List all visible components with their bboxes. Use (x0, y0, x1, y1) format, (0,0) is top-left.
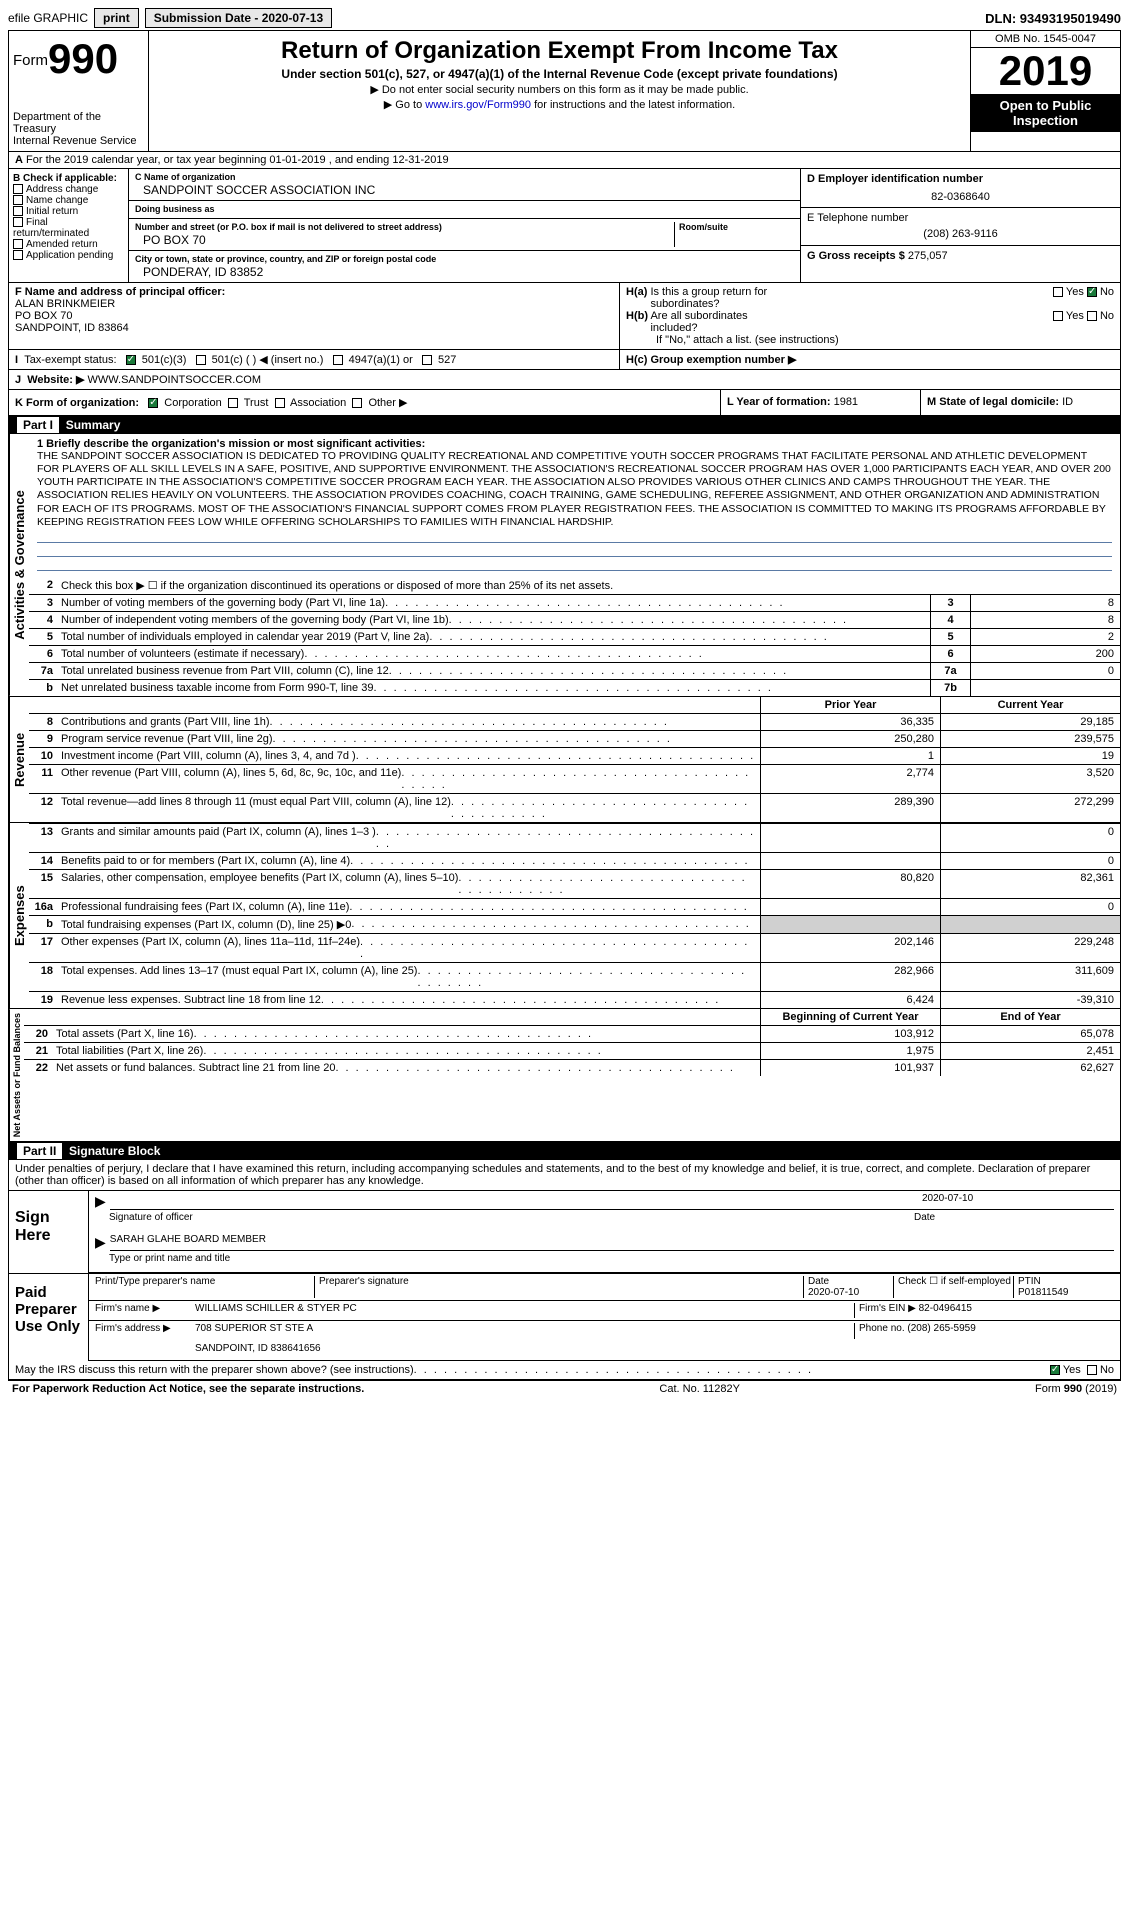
table-row: 14Benefits paid to or for members (Part … (29, 852, 1120, 869)
col-right: D Employer identification number82-03686… (800, 169, 1120, 282)
table-row: bTotal fundraising expenses (Part IX, co… (29, 915, 1120, 933)
table-row: 13Grants and similar amounts paid (Part … (29, 823, 1120, 852)
row-l: L Year of formation: 1981 (720, 390, 920, 415)
checkbox-option[interactable]: Amended return (13, 239, 124, 250)
table-row: 12Total revenue—add lines 8 through 11 (… (29, 793, 1120, 822)
mission-text: THE SANDPOINT SOCCER ASSOCIATION IS DEDI… (37, 450, 1112, 529)
expenses-section: Expenses 13Grants and similar amounts pa… (9, 823, 1120, 1009)
row-i: I Tax-exempt status: 501(c)(3) 501(c) ( … (9, 350, 620, 369)
table-row: 21Total liabilities (Part X, line 26)1,9… (24, 1042, 1120, 1059)
table-row: 19Revenue less expenses. Subtract line 1… (29, 991, 1120, 1008)
row-hc: H(c) Group exemption number ▶ (620, 350, 1120, 369)
submission-date-button[interactable]: Submission Date - 2020-07-13 (145, 8, 332, 28)
officer-block: F Name and address of principal officer:… (9, 283, 620, 349)
vlabel-net-assets: Net Assets or Fund Balances (9, 1009, 24, 1141)
revenue-section: Revenue Prior YearCurrent Year 8Contribu… (9, 697, 1120, 823)
table-row: 15Salaries, other compensation, employee… (29, 869, 1120, 898)
row-a: A For the 2019 calendar year, or tax yea… (9, 152, 1120, 169)
row-k-l-m: K Form of organization: Corporation Trus… (9, 390, 1120, 416)
irs-link[interactable]: www.irs.gov/Form990 (425, 99, 531, 111)
table-row: 17Other expenses (Part IX, column (A), l… (29, 933, 1120, 962)
vlabel-governance: Activities & Governance (9, 434, 29, 696)
table-row: 20Total assets (Part X, line 16)103,9126… (24, 1025, 1120, 1042)
ein: 82-0368640 (807, 191, 1114, 203)
row-j: J Website: ▶ WWW.SANDPOINTSOCCER.COM (9, 370, 1120, 390)
form-title: Return of Organization Exempt From Incom… (157, 37, 962, 65)
net-assets-section: Net Assets or Fund Balances Beginning of… (9, 1009, 1120, 1142)
table-row: 5Total number of individuals employed in… (29, 628, 1120, 645)
row-f-h: F Name and address of principal officer:… (9, 283, 1120, 350)
identity-block: B Check if applicable: Address changeNam… (9, 169, 1120, 283)
mission-block: 1 Briefly describe the organization's mi… (29, 434, 1120, 577)
table-row: 18Total expenses. Add lines 13–17 (must … (29, 962, 1120, 991)
table-row: 6Total number of volunteers (estimate if… (29, 645, 1120, 662)
website: WWW.SANDPOINTSOCCER.COM (87, 374, 261, 386)
sign-here-block: Sign Here ▶2020-07-10 Signature of offic… (9, 1190, 1120, 1273)
dln-label: DLN: 93493195019490 (985, 11, 1121, 26)
header-left: Form990 Department of the Treasury Inter… (9, 31, 149, 151)
checkbox-option[interactable]: Final return/terminated (13, 217, 124, 239)
checkbox-option[interactable]: Application pending (13, 250, 124, 261)
checkbox-option[interactable]: Address change (13, 184, 124, 195)
row-m: M State of legal domicile: ID (920, 390, 1120, 415)
activities-governance-section: Activities & Governance 1 Briefly descri… (9, 434, 1120, 697)
table-row: 11Other revenue (Part VIII, column (A), … (29, 764, 1120, 793)
vlabel-revenue: Revenue (9, 697, 29, 822)
header-mid: Return of Organization Exempt From Incom… (149, 31, 970, 151)
form-990: Form990 Department of the Treasury Inter… (8, 30, 1121, 1380)
sign-here-label: Sign Here (9, 1191, 89, 1273)
table-row: bNet unrelated business taxable income f… (29, 679, 1120, 696)
telephone: (208) 263-9116 (807, 228, 1114, 240)
table-row: 10Investment income (Part VIII, column (… (29, 747, 1120, 764)
col-b: B Check if applicable: Address changeNam… (9, 169, 129, 282)
table-row: 8Contributions and grants (Part VIII, li… (29, 713, 1120, 730)
discuss-row: May the IRS discuss this return with the… (9, 1361, 1120, 1379)
table-row: 9Program service revenue (Part VIII, lin… (29, 730, 1120, 747)
table-row: 16aProfessional fundraising fees (Part I… (29, 898, 1120, 915)
paid-preparer-label: Paid Preparer Use Only (9, 1274, 89, 1361)
org-name: SANDPOINT SOCCER ASSOCIATION INC (135, 183, 794, 197)
form-header: Form990 Department of the Treasury Inter… (9, 31, 1120, 152)
footer: For Paperwork Reduction Act Notice, see … (8, 1380, 1121, 1397)
part-2-header: Part II Signature Block (9, 1142, 1120, 1160)
table-row: 3Number of voting members of the governi… (29, 594, 1120, 611)
group-return-block: H(a) Is this a group return for subordin… (620, 283, 1120, 349)
col-c: C Name of organizationSANDPOINT SOCCER A… (129, 169, 800, 282)
gross-receipts: 275,057 (908, 250, 948, 262)
topbar: efile GRAPHIC print Submission Date - 20… (8, 8, 1121, 28)
part-1-header: Part I Summary (9, 416, 1120, 434)
vlabel-expenses: Expenses (9, 823, 29, 1008)
signature-declaration: Under penalties of perjury, I declare th… (9, 1160, 1120, 1190)
table-row: 22Net assets or fund balances. Subtract … (24, 1059, 1120, 1076)
table-row: 7aTotal unrelated business revenue from … (29, 662, 1120, 679)
checkbox-option[interactable]: Name change (13, 195, 124, 206)
efile-label: efile GRAPHIC (8, 11, 88, 25)
checkbox-option[interactable]: Initial return (13, 206, 124, 217)
table-row: 4Number of independent voting members of… (29, 611, 1120, 628)
print-button[interactable]: print (94, 8, 139, 28)
paid-preparer-block: Paid Preparer Use Only Print/Type prepar… (9, 1273, 1120, 1361)
header-right: OMB No. 1545-0047 2019 Open to Public In… (970, 31, 1120, 151)
row-k: K Form of organization: Corporation Trus… (9, 390, 720, 415)
